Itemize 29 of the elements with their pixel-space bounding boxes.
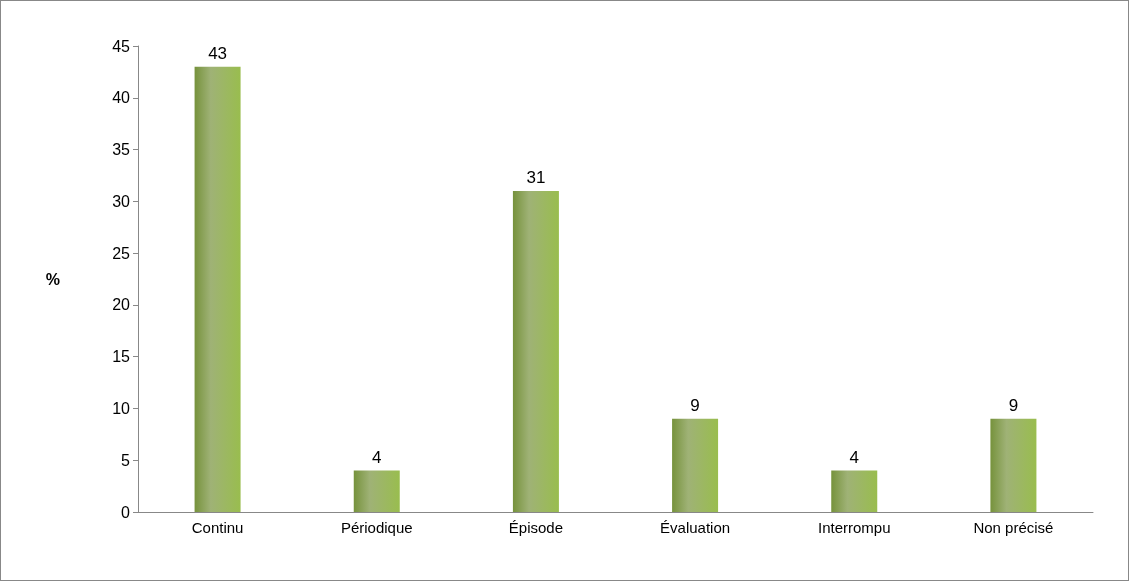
y-tick-label: 10 (112, 399, 131, 417)
data-label: 9 (690, 395, 700, 415)
data-label: 31 (526, 167, 546, 187)
bar (194, 66, 241, 512)
bar (353, 470, 400, 512)
x-tick-label: Évaluation (660, 519, 731, 536)
data-label: 4 (849, 447, 859, 467)
bar (672, 418, 719, 512)
y-tick-label: 0 (121, 503, 131, 521)
x-tick-label: Périodique (340, 519, 413, 536)
y-tick-label: 45 (112, 37, 131, 55)
y-tick-label: 15 (112, 348, 131, 366)
bar (990, 418, 1037, 512)
y-tick-label: 5 (121, 451, 131, 469)
y-tick-label: 20 (112, 296, 131, 314)
data-label: 9 (1008, 395, 1019, 415)
x-tick-label: Continu (191, 519, 244, 536)
x-tick-label: Épisode (508, 519, 564, 536)
y-tick-label: 25 (112, 244, 131, 262)
y-tick-label: 40 (112, 89, 131, 107)
y-axis-title: % (45, 270, 60, 288)
bar (831, 470, 878, 512)
y-tick-label: 30 (112, 192, 131, 210)
data-label: 43 (208, 43, 228, 63)
x-tick-label: Non précisé (973, 519, 1054, 536)
bar (512, 190, 559, 512)
y-tick-label: 35 (112, 141, 131, 159)
x-tick-label: Interrompu (817, 519, 891, 536)
data-label: 4 (372, 447, 382, 467)
